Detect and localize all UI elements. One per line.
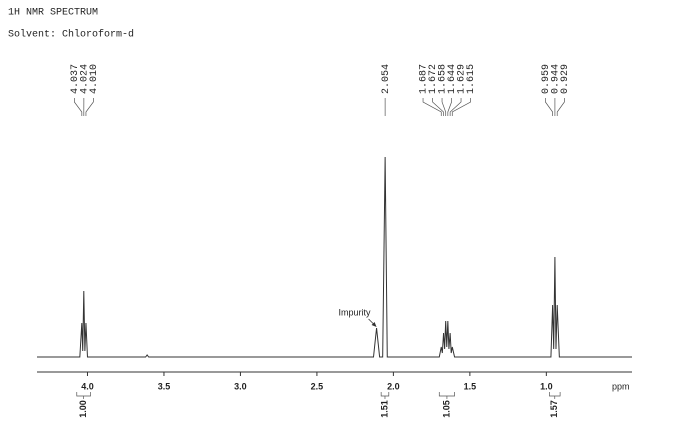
x-tick-label: 3.5	[158, 381, 171, 391]
peak-connector	[556, 98, 565, 116]
x-tick-label: 2.5	[311, 381, 324, 391]
peak-connector	[447, 98, 452, 116]
peak-connector	[451, 98, 471, 116]
peak-connector	[422, 98, 442, 116]
peak-connector	[74, 98, 83, 116]
chart-title: 1H NMR SPECTRUM	[8, 8, 98, 19]
x-tick-label: 2.0	[387, 381, 400, 391]
x-axis-label: ppm	[612, 381, 630, 391]
peak-connector	[449, 98, 462, 116]
x-tick-label: 4.0	[81, 381, 94, 391]
chart-subtitle: Solvent: Chloroform-d	[8, 29, 134, 41]
peak-label: 4.024	[79, 64, 90, 94]
x-tick-label: 3.0	[234, 381, 247, 391]
x-tick-label: 1.0	[540, 381, 553, 391]
annotation-arrowhead	[371, 322, 377, 327]
peak-label: 0.959	[541, 64, 552, 94]
peak-label: 1.687	[419, 64, 430, 94]
integral-bracket	[76, 392, 91, 397]
integral-bracket	[549, 392, 561, 397]
spectrum-line	[37, 156, 632, 358]
peak-label: 1.644	[447, 64, 458, 94]
peak-connector	[441, 98, 447, 116]
integral-bracket	[380, 392, 390, 397]
peak-label: 4.010	[89, 64, 100, 94]
peak-connector	[432, 98, 444, 116]
peak-label: 2.054	[381, 64, 392, 94]
annotation: Impurity	[339, 307, 372, 317]
peak-connector	[545, 98, 553, 116]
integral-label: 1.57	[549, 400, 559, 418]
peak-label: 1.658	[438, 64, 449, 94]
peak-label: 1.629	[457, 64, 468, 94]
peak-label: 0.944	[551, 64, 562, 94]
x-tick-label: 1.5	[464, 381, 477, 391]
peak-label: 0.929	[560, 64, 571, 94]
peak-label: 1.672	[428, 64, 439, 94]
peak-label: 1.615	[466, 64, 477, 94]
integral-label: 1.05	[441, 400, 451, 418]
integral-label: 1.00	[78, 400, 88, 418]
integral-label: 1.51	[379, 400, 389, 418]
peak-connector	[85, 98, 94, 116]
peak-label: 4.037	[70, 64, 81, 94]
integral-bracket	[438, 392, 455, 397]
